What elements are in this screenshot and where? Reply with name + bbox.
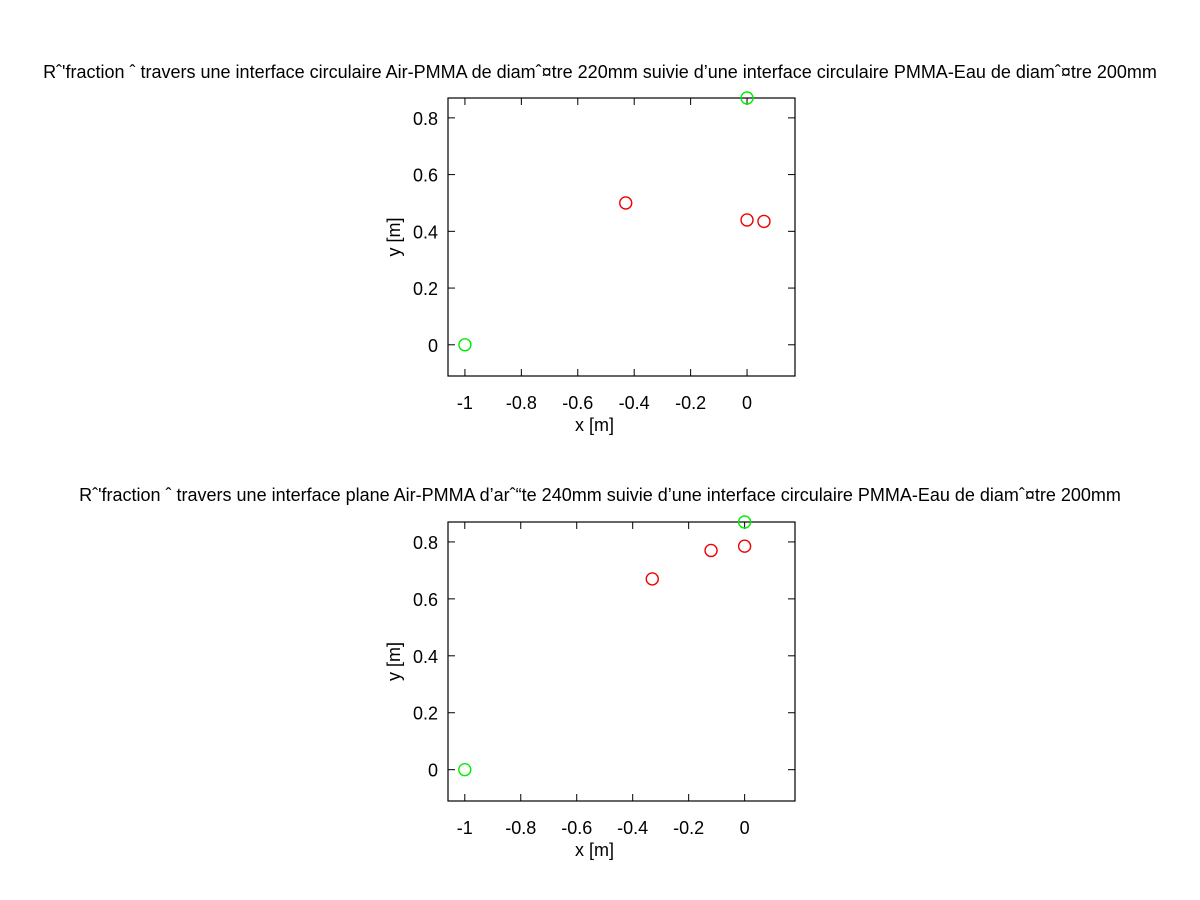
y-tick-label: 0.4 (413, 647, 438, 667)
data-point (619, 196, 633, 210)
chart-title: Rˆ'fraction ˆ travers une interface circ… (43, 62, 1157, 82)
data-point (737, 515, 752, 529)
x-tick-label: -0.6 (562, 393, 593, 413)
x-tick-label: -0.6 (561, 818, 592, 838)
y-tick-label: 0.6 (413, 166, 438, 186)
data-point (645, 572, 659, 586)
y-tick-label: 0.8 (413, 533, 438, 553)
chart-title: Rˆ'fraction ˆ travers une interface plan… (79, 485, 1121, 505)
data-point (704, 543, 718, 558)
x-tick-label: -0.4 (619, 393, 650, 413)
x-tick-label: -0.4 (617, 818, 648, 838)
plot-frame (447, 97, 796, 377)
data-point (458, 338, 472, 352)
y-tick-label: 0.6 (413, 590, 438, 610)
chart-bottom: Rˆ'fraction ˆ travers une interface plan… (79, 485, 1121, 860)
x-axis-label: x [m] (575, 415, 614, 435)
x-tick-label: -0.8 (506, 393, 537, 413)
x-tick-label: -0.2 (673, 818, 704, 838)
y-axis-label: y [m] (384, 218, 404, 257)
x-tick-label: -0.2 (675, 393, 706, 413)
y-tick-label: 0.8 (413, 109, 438, 129)
x-axis-label: x [m] (575, 840, 614, 860)
data-point (740, 213, 754, 227)
y-tick-label: 0.2 (413, 704, 438, 724)
data-point (757, 214, 771, 229)
plot-frame (447, 521, 796, 802)
x-tick-label: -0.8 (505, 818, 536, 838)
chart-top: Rˆ'fraction ˆ travers une interface circ… (43, 62, 1157, 435)
y-tick-label: 0.2 (413, 279, 438, 299)
y-axis-label: y [m] (384, 642, 404, 681)
data-point (737, 539, 752, 553)
y-tick-label: 0 (428, 336, 438, 356)
x-tick-label: -1 (457, 818, 473, 838)
y-tick-label: 0 (428, 761, 438, 781)
data-point (740, 91, 754, 105)
x-tick-label: 0 (740, 818, 750, 838)
x-tick-label: -1 (457, 393, 473, 413)
data-point (458, 762, 472, 777)
y-tick-label: 0.4 (413, 222, 438, 242)
x-tick-label: 0 (742, 393, 752, 413)
